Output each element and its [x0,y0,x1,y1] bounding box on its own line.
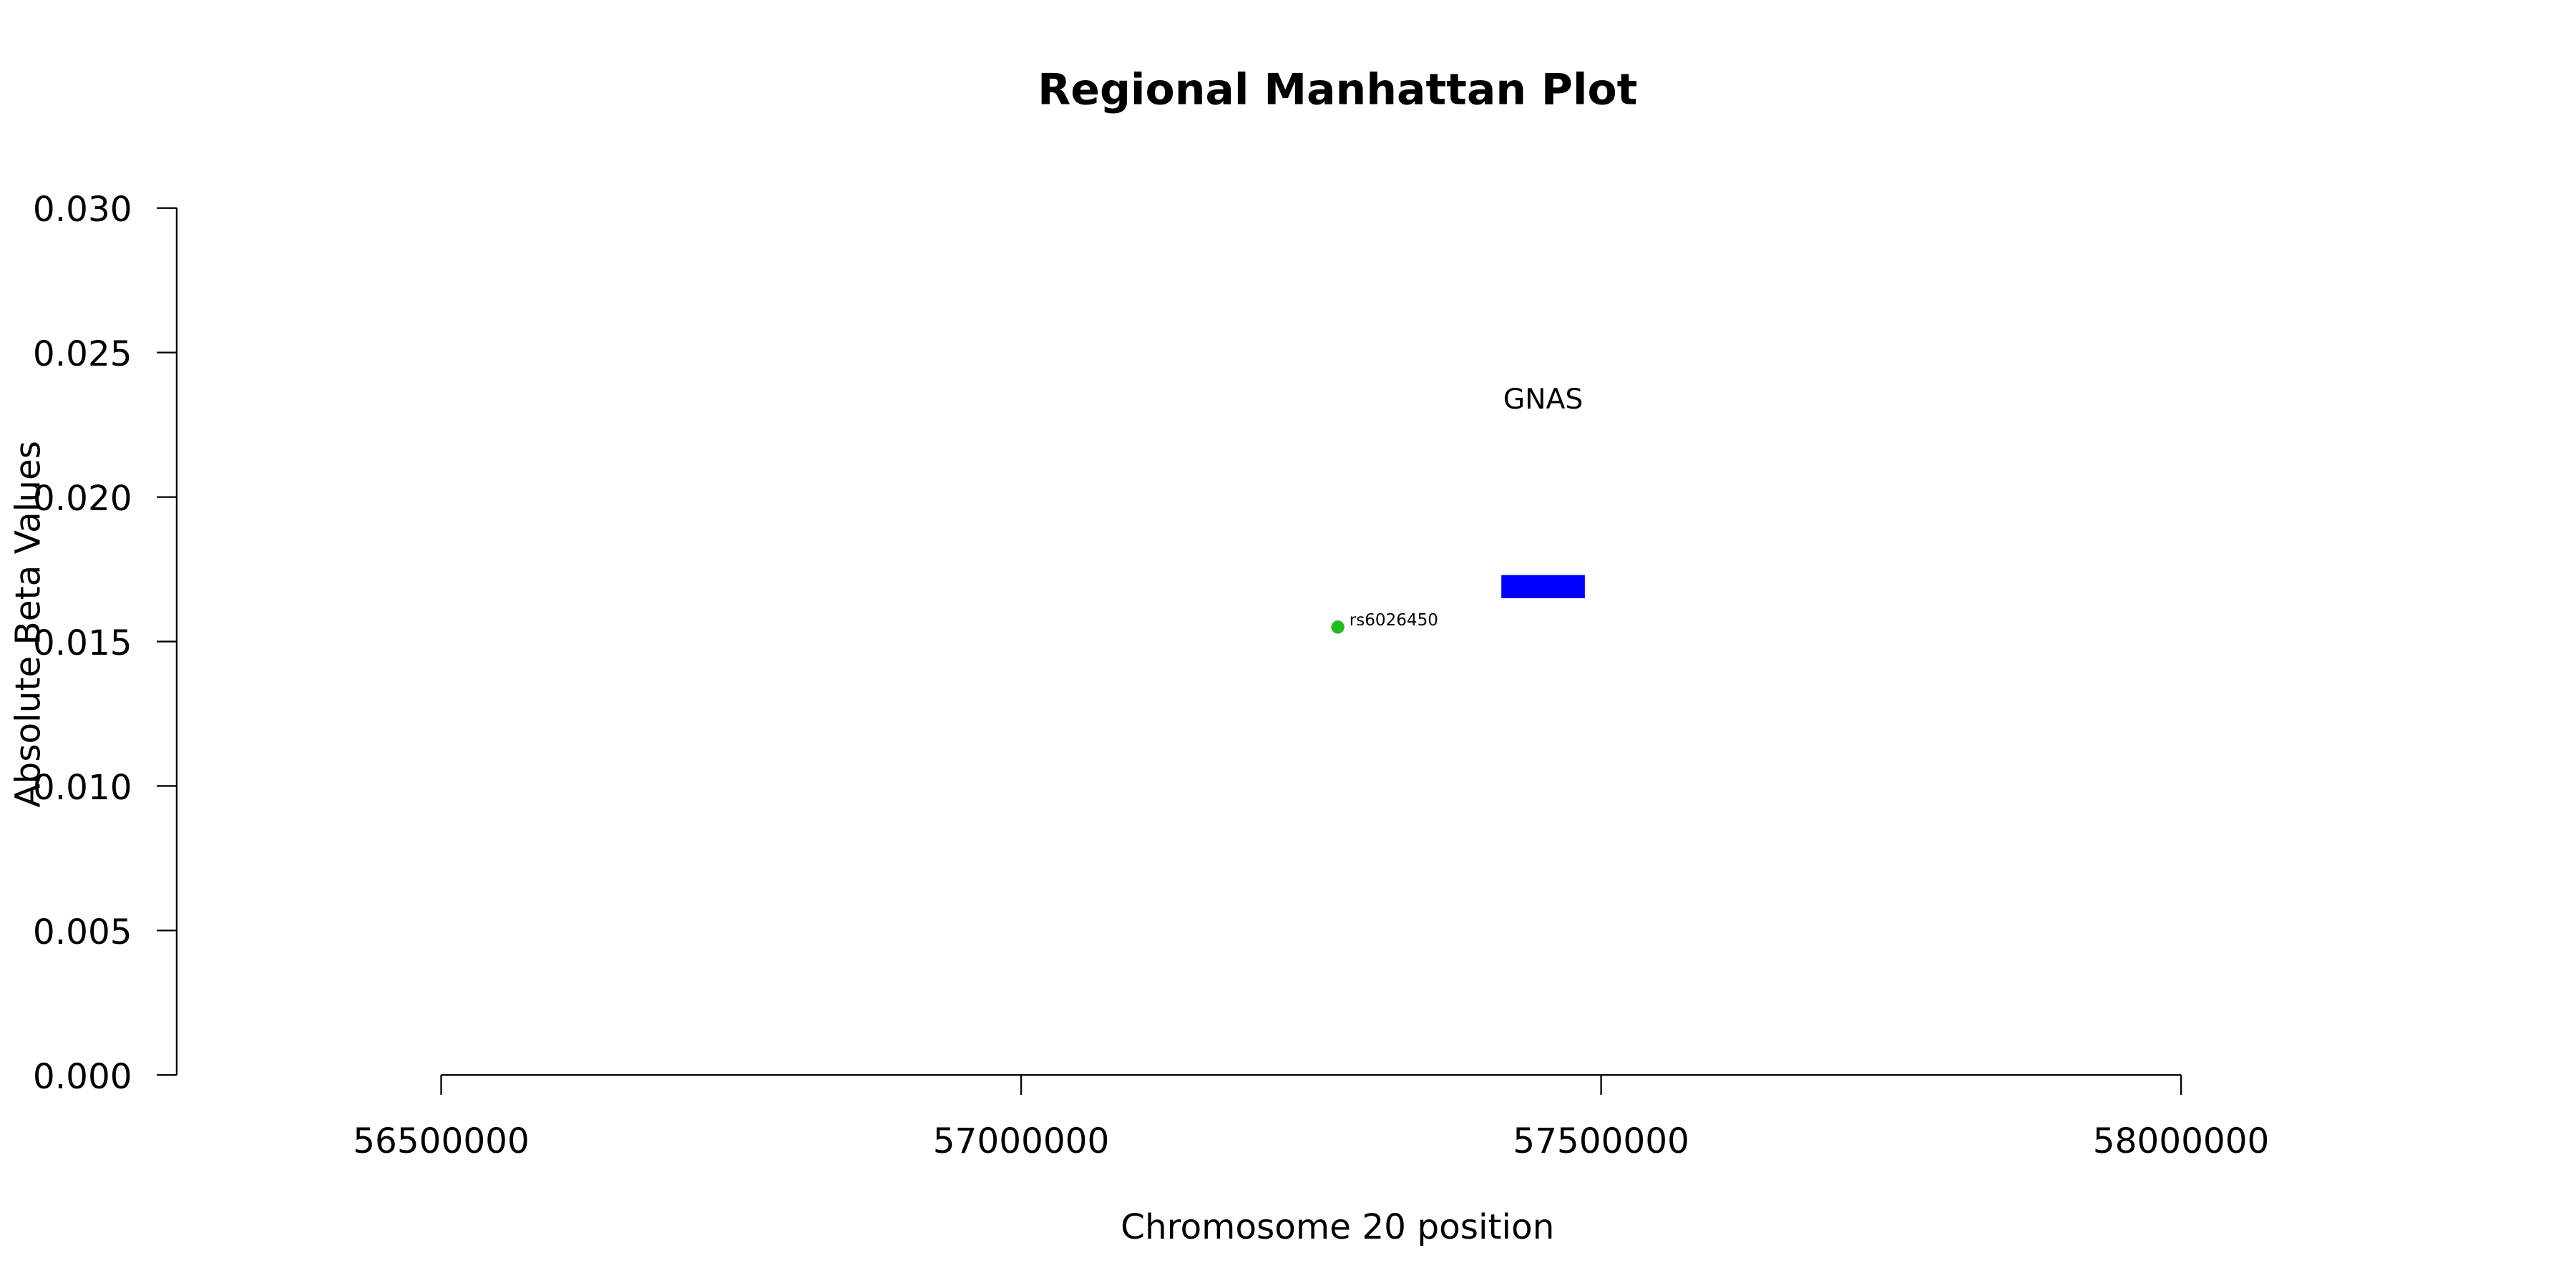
y-tick-label: 0.000 [33,1057,132,1097]
x-tick-label: 58000000 [2093,1121,2270,1161]
y-tick-label: 0.005 [33,912,132,952]
gene-label: GNAS [1503,384,1583,416]
x-tick-label: 57000000 [933,1121,1110,1161]
y-tick-label: 0.025 [33,334,132,374]
point-label: rs6026450 [1350,611,1438,630]
x-tick-label: 56500000 [353,1121,530,1161]
y-tick-label: 0.010 [33,768,132,808]
x-tick-label: 57500000 [1513,1121,1689,1161]
chart-title: Regional Manhattan Plot [1038,64,1637,114]
y-axis-label: Absolute Beta Values [8,441,48,808]
y-tick-label: 0.015 [33,623,132,663]
point [1331,620,1345,634]
x-axis-label: Chromosome 20 position [1121,1207,1554,1247]
gene-box [1501,575,1585,598]
y-tick-label: 0.020 [33,479,132,519]
y-tick-label: 0.030 [33,190,132,230]
